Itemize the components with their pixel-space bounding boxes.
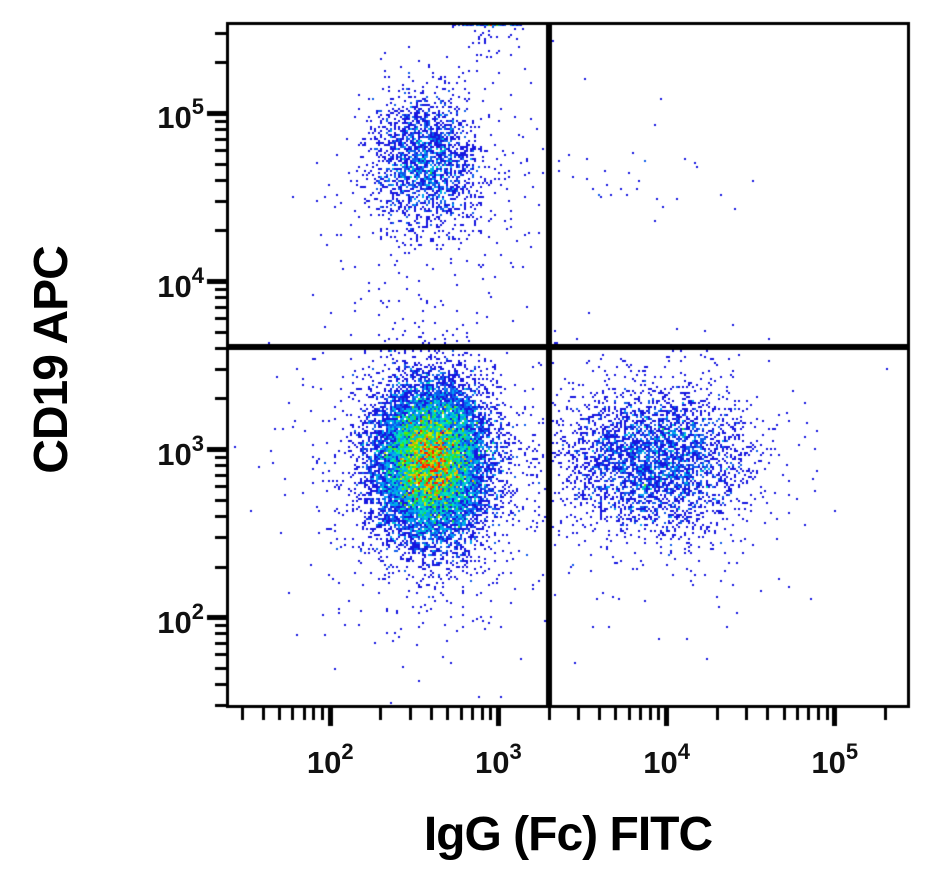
x-axis-tick-label-10e3: 103	[475, 739, 522, 780]
y-axis-title: CD19 APC	[25, 246, 78, 474]
y-axis-tick-label-10e5: 105	[157, 94, 204, 136]
x-axis-tick-label-10e4: 104	[643, 739, 690, 780]
y-axis-tick-label-10e3: 103	[157, 430, 204, 472]
x-axis-tick-label-10e2: 102	[306, 739, 354, 780]
y-axis-tick-label-10e4: 104	[157, 262, 204, 304]
x-axis-tick-label-10e5: 105	[811, 739, 859, 780]
y-axis-tick-label-10e2: 102	[157, 598, 204, 640]
x-axis-title: IgG (Fc) FITC	[423, 808, 713, 861]
